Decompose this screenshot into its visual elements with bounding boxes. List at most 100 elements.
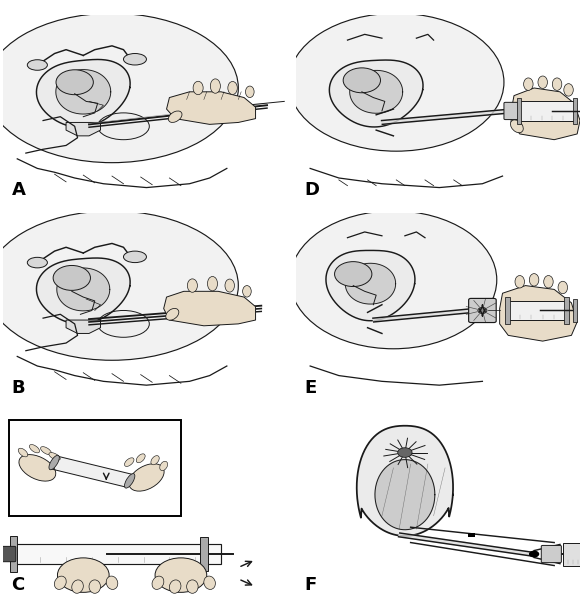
Text: B: B: [12, 379, 25, 396]
Polygon shape: [511, 88, 580, 140]
Polygon shape: [357, 426, 453, 536]
Circle shape: [335, 261, 372, 286]
Text: A: A: [12, 181, 26, 199]
Polygon shape: [345, 263, 396, 304]
Ellipse shape: [151, 455, 160, 465]
Circle shape: [56, 70, 93, 95]
Ellipse shape: [155, 558, 206, 592]
Circle shape: [343, 68, 380, 93]
Circle shape: [398, 447, 412, 457]
Ellipse shape: [124, 251, 147, 263]
Ellipse shape: [564, 84, 573, 96]
Ellipse shape: [242, 286, 251, 297]
Polygon shape: [66, 122, 100, 136]
Ellipse shape: [97, 113, 149, 140]
Ellipse shape: [124, 54, 147, 65]
Ellipse shape: [41, 447, 52, 455]
Polygon shape: [373, 309, 474, 322]
Ellipse shape: [49, 452, 60, 460]
Ellipse shape: [89, 580, 100, 593]
Ellipse shape: [129, 464, 164, 491]
Text: D: D: [304, 181, 320, 199]
Bar: [573, 299, 577, 322]
Ellipse shape: [27, 257, 48, 268]
Bar: [517, 97, 521, 125]
Polygon shape: [166, 92, 256, 125]
Ellipse shape: [193, 81, 203, 95]
Ellipse shape: [169, 580, 181, 593]
FancyBboxPatch shape: [469, 299, 496, 322]
Polygon shape: [398, 533, 532, 556]
Ellipse shape: [225, 279, 234, 292]
Text: F: F: [304, 576, 317, 594]
Ellipse shape: [136, 454, 145, 463]
Polygon shape: [57, 268, 110, 311]
FancyBboxPatch shape: [541, 545, 561, 562]
Ellipse shape: [543, 275, 553, 288]
Ellipse shape: [55, 576, 66, 589]
Ellipse shape: [160, 461, 168, 471]
Ellipse shape: [166, 308, 179, 320]
Ellipse shape: [524, 78, 533, 91]
Ellipse shape: [49, 455, 59, 470]
Ellipse shape: [72, 580, 84, 593]
Ellipse shape: [18, 448, 28, 457]
Ellipse shape: [0, 211, 238, 361]
Bar: [563, 542, 580, 565]
Ellipse shape: [187, 279, 197, 292]
Ellipse shape: [97, 311, 149, 337]
Ellipse shape: [290, 211, 496, 349]
Bar: [201, 537, 208, 572]
Circle shape: [478, 308, 487, 314]
Bar: [10, 536, 17, 572]
Ellipse shape: [204, 576, 215, 589]
Bar: [508, 301, 566, 320]
Text: E: E: [304, 379, 317, 396]
Polygon shape: [375, 460, 435, 530]
Ellipse shape: [125, 458, 134, 466]
Ellipse shape: [245, 86, 254, 97]
Ellipse shape: [106, 576, 118, 589]
Ellipse shape: [168, 111, 182, 122]
Bar: [9, 420, 181, 516]
Bar: [564, 297, 568, 324]
Ellipse shape: [187, 580, 198, 593]
Polygon shape: [382, 109, 512, 125]
Polygon shape: [164, 291, 256, 326]
Polygon shape: [499, 286, 577, 341]
Ellipse shape: [289, 13, 504, 151]
Circle shape: [529, 551, 539, 558]
Polygon shape: [56, 69, 111, 114]
Ellipse shape: [510, 120, 523, 133]
Ellipse shape: [211, 79, 220, 93]
Polygon shape: [329, 60, 423, 127]
Polygon shape: [326, 250, 415, 321]
Polygon shape: [37, 258, 130, 324]
Ellipse shape: [0, 13, 238, 163]
Text: C: C: [12, 576, 25, 594]
Bar: [14, 545, 221, 564]
Polygon shape: [50, 456, 133, 487]
Ellipse shape: [152, 576, 164, 589]
Circle shape: [53, 266, 90, 291]
Ellipse shape: [515, 275, 524, 288]
Ellipse shape: [552, 78, 562, 91]
Ellipse shape: [125, 474, 135, 488]
Bar: [468, 533, 475, 537]
Ellipse shape: [208, 277, 218, 291]
Ellipse shape: [538, 76, 548, 88]
Polygon shape: [37, 60, 130, 127]
FancyBboxPatch shape: [2, 547, 16, 562]
Ellipse shape: [19, 455, 56, 481]
FancyBboxPatch shape: [504, 102, 519, 120]
Ellipse shape: [30, 444, 39, 453]
Ellipse shape: [27, 60, 48, 71]
Bar: [573, 97, 577, 125]
Bar: [505, 297, 510, 324]
Polygon shape: [66, 320, 100, 333]
Ellipse shape: [530, 274, 539, 286]
Ellipse shape: [228, 81, 237, 94]
Ellipse shape: [558, 282, 568, 294]
Polygon shape: [350, 71, 403, 113]
Ellipse shape: [57, 558, 109, 592]
